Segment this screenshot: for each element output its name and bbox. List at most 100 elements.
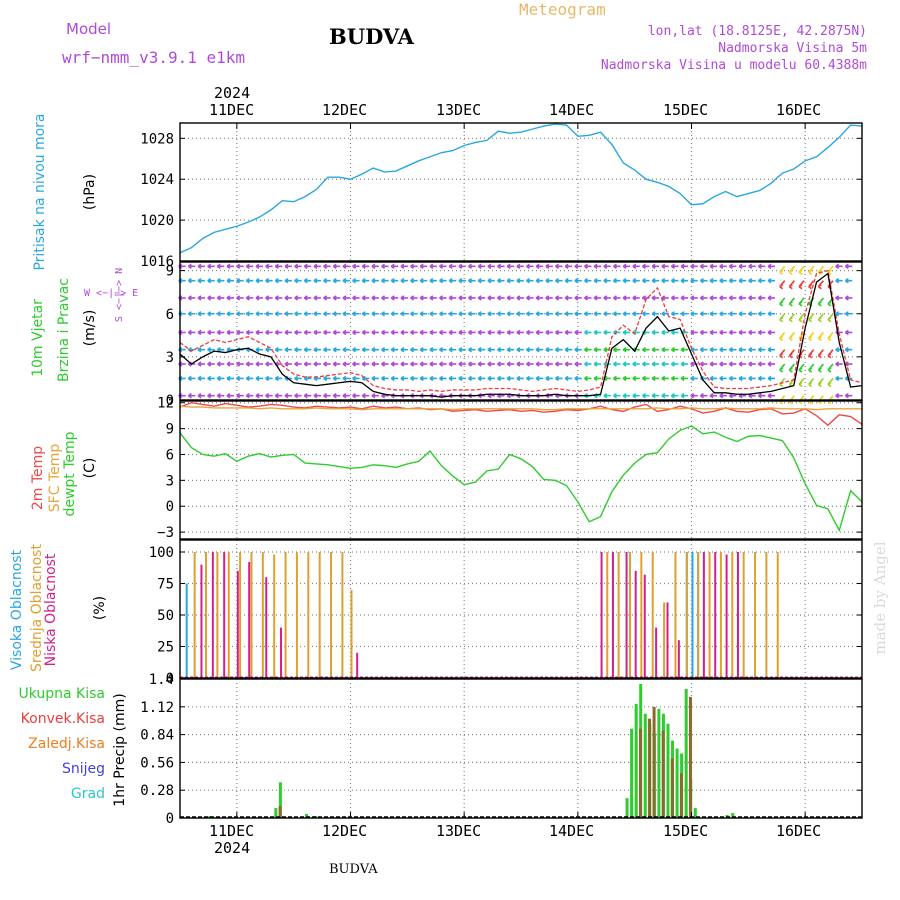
wind-arrow [603,329,611,336]
wind-arrow [458,263,466,269]
wind-arrow [535,278,544,284]
precip-panel-frame [179,678,863,819]
wind-arrow [516,263,524,269]
cloud-unit: (%) [92,595,108,621]
wind-arrow [477,263,486,269]
wind-arrow [419,361,428,367]
wind-arrow [641,295,650,301]
wind-arrow [545,278,553,284]
wind-arrow [313,263,321,269]
wind-arrow [245,375,254,382]
wind-arrow [216,393,225,399]
top-day-12: 12DEC [322,101,368,119]
wind-arrow [613,278,621,284]
wind-arrow [788,297,795,307]
wind-arrow [323,295,331,301]
wind-arrow [487,278,495,284]
wind-label-2: Brzina i Pravac [56,278,72,382]
wind-arrow [390,263,399,269]
wind-arrow [516,311,524,317]
wind-arrow [584,347,592,353]
wind-arrow [361,278,370,284]
wind-arrow [757,393,766,399]
top-day-16: 16DEC [776,101,822,119]
wind-arrow [207,263,215,269]
wind-arrow [458,347,466,353]
wind-arrow [400,295,408,301]
precip-total-bar [274,808,278,818]
wind-arrow [767,278,776,284]
wind-arrow [226,311,234,317]
wind-arrow [728,329,737,336]
wind-arrow [487,295,495,301]
wind-arrow [245,295,254,301]
wind-arrow [313,278,321,284]
wind-arrow [352,347,360,353]
wind-arrow [448,263,457,269]
wind-arrow [738,329,747,336]
wind-arrow [584,329,592,336]
wind-arrow [632,311,640,317]
cloud-low-bar [677,640,680,678]
wind-arrow [207,361,215,367]
wind-arrow [613,393,621,399]
wind-arrow [352,329,360,336]
precip-tick-label: 1.4 [149,672,174,688]
wind-arrow [699,295,708,301]
cloud-low-bar [625,552,628,678]
wind-arrow [779,265,786,275]
temp-label-sfc: SFC Temp [47,443,63,513]
wind-arrow [516,361,524,367]
wind-arrow [448,295,457,301]
wind-arrow [323,278,331,284]
wind-arrow [294,263,302,269]
wind-arrow [788,313,795,323]
wind-arrow [779,363,786,373]
wind-arrow [844,263,853,269]
wind-arrow [506,375,515,382]
wind-arrow [670,329,679,336]
wind-arrow [216,263,225,269]
wind-arrow [448,311,457,317]
wind-arrow [516,347,524,353]
wind-arrow [661,393,669,399]
wind-arrow [226,278,234,284]
precip-total-bar [693,808,697,818]
wind-arrow [719,329,727,336]
wind-arrow [738,375,747,382]
wind-arrow [255,263,263,269]
wind-arrow [690,375,698,382]
wind-speed-line [179,272,863,398]
wind-arrow [564,361,573,367]
cloud-mid-bar [307,552,310,678]
wind-arrow [641,311,650,317]
wind-arrow [477,278,486,284]
wind-arrow [216,329,225,336]
wind-arrow [632,393,640,399]
cloud-low-bar [236,570,239,678]
wind-arrow [497,311,505,317]
wind-arrow [709,361,718,367]
wind-arrow [564,295,573,301]
wind-arrow [216,375,225,382]
wind-arrow [526,278,534,284]
wind-arrow [303,347,312,353]
model-version: wrf−nmm_v3.9.1 e1km [62,48,246,67]
wind-arrow [738,347,747,353]
wind-arrow [303,311,312,317]
wind-arrow [680,375,689,382]
wind-arrow [255,311,263,317]
wind-arrow [555,361,563,367]
wind-arrow [313,393,321,399]
wind-arrow [603,311,611,317]
wind-arrow [622,329,631,336]
wind-arrow [719,295,727,301]
wind-arrow [294,311,302,317]
wind-arrow [757,295,766,301]
wind-arrow [516,375,524,382]
wind-arrow [371,361,379,367]
wind-arrow [844,311,853,317]
wind-arrow [352,361,360,367]
cloud-low-bar [736,552,739,678]
wind-arrow [757,361,766,367]
